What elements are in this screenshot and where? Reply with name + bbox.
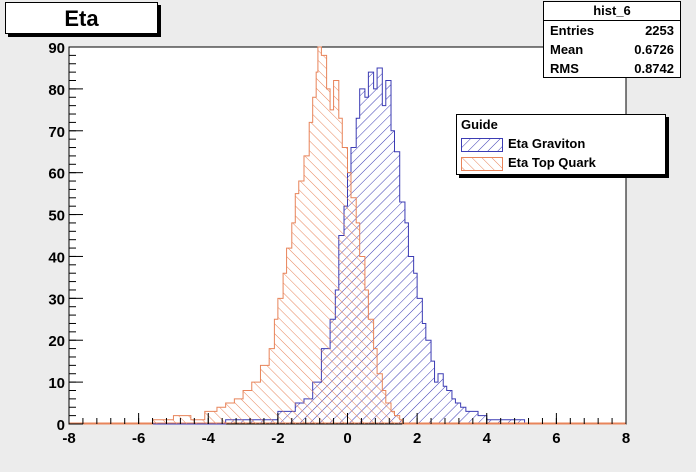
x-tick-label: 2 bbox=[413, 430, 421, 447]
legend-swatch-top-quark bbox=[461, 156, 503, 171]
series-top-quark-histogram bbox=[69, 46, 626, 425]
legend-title: Guide bbox=[461, 117, 498, 132]
y-tick-label: 40 bbox=[48, 249, 65, 266]
y-tick-label: 90 bbox=[48, 40, 65, 57]
legend-entry-graviton: Eta Graviton bbox=[461, 135, 585, 153]
x-tick-label: -6 bbox=[132, 430, 145, 447]
chart-title-box: Eta bbox=[5, 2, 158, 34]
stats-rms-row: RMS 0.8742 bbox=[544, 59, 680, 78]
y-tick-label: 30 bbox=[48, 291, 65, 308]
stats-rms-value: 0.8742 bbox=[634, 61, 674, 76]
legend-entry-top-quark: Eta Top Quark bbox=[461, 154, 596, 172]
legend-box: Guide Eta Graviton Eta Top Quark bbox=[456, 114, 666, 175]
legend-swatch-graviton bbox=[461, 137, 503, 152]
stats-mean-value: 0.6726 bbox=[634, 42, 674, 57]
y-tick-label: 70 bbox=[48, 124, 65, 141]
y-tick-label: 60 bbox=[48, 166, 65, 183]
stats-entries-label: Entries bbox=[550, 23, 595, 38]
stats-box: hist_6 Entries 2253 Mean 0.6726 RMS 0.87… bbox=[543, 1, 681, 78]
stats-entries-row: Entries 2253 bbox=[544, 21, 680, 40]
y-tick-label: 80 bbox=[48, 82, 65, 99]
y-tick-label: 50 bbox=[48, 208, 65, 225]
x-tick-label: -4 bbox=[202, 430, 216, 447]
y-tick-label: 0 bbox=[57, 417, 65, 434]
stats-title: hist_6 bbox=[544, 2, 680, 21]
x-tick-label: -8 bbox=[62, 430, 75, 447]
stats-rms-label: RMS bbox=[550, 61, 579, 76]
legend-label-top-quark: Eta Top Quark bbox=[508, 155, 596, 170]
x-tick-label: 8 bbox=[622, 430, 630, 447]
stats-mean-row: Mean 0.6726 bbox=[544, 40, 680, 59]
stats-mean-label: Mean bbox=[550, 42, 584, 57]
y-tick-label: 20 bbox=[48, 333, 65, 350]
x-tick-label: 6 bbox=[552, 430, 560, 447]
x-tick-label: 0 bbox=[343, 430, 351, 447]
legend-label-graviton: Eta Graviton bbox=[508, 136, 586, 151]
stats-entries-value: 2253 bbox=[645, 23, 674, 38]
x-tick-label: 4 bbox=[483, 430, 492, 447]
chart-title: Eta bbox=[64, 6, 99, 31]
y-tick-label: 10 bbox=[48, 375, 65, 392]
x-tick-label: -2 bbox=[271, 430, 284, 447]
